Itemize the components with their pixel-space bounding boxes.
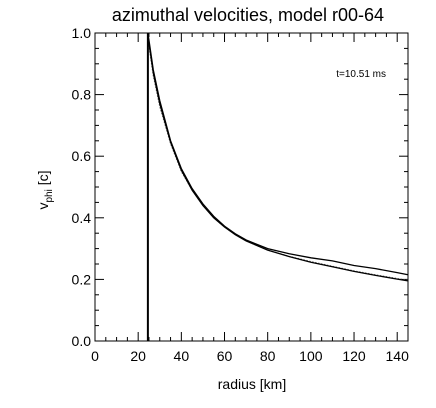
series-layer (147, 32, 409, 282)
x-axis-ticks: 0 20 40 60 80 100 120 140 (91, 33, 409, 364)
x-axis-label: radius [km] (218, 376, 286, 392)
y-tick-label: 0.4 (72, 210, 92, 226)
time-annotation: t=10.51 ms (336, 69, 386, 80)
x-tick-label: 140 (386, 348, 410, 364)
y-tick-label: 0.2 (72, 271, 92, 287)
y-axis-ticks: 0.0 0.2 0.4 0.6 0.8 1.0 (72, 25, 408, 349)
y-tick-label: 1.0 (72, 25, 92, 41)
x-tick-label: 120 (342, 348, 366, 364)
x-tick-label: 40 (174, 348, 190, 364)
chart-title: azimuthal velocities, model r00-64 (112, 5, 384, 25)
x-tick-label: 20 (130, 348, 146, 364)
y-axis-label-sub: phi (44, 189, 55, 202)
x-tick-label: 60 (217, 348, 233, 364)
x-tick-label: 80 (260, 348, 276, 364)
y-axis-label-unit: [c] (35, 170, 51, 189)
y-tick-label: 0.0 (72, 333, 92, 349)
x-tick-label: 100 (299, 348, 323, 364)
y-tick-label: 0.6 (72, 148, 92, 164)
y-tick-label: 0.8 (72, 87, 92, 103)
y-axis-label: vphi [c] (35, 170, 55, 209)
y-axis-label-main: v (35, 203, 51, 210)
series-line-3 (147, 36, 409, 282)
x-tick-label: 0 (91, 348, 99, 364)
